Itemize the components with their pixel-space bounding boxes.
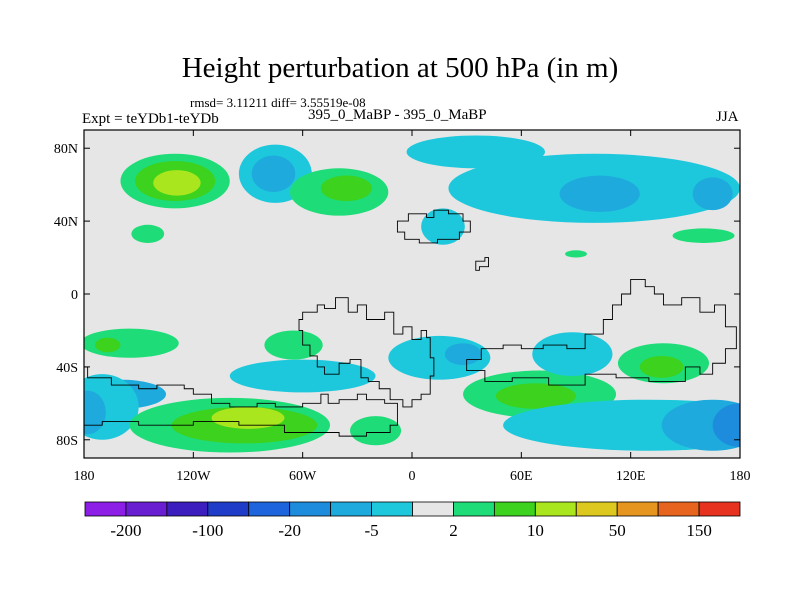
colorbar-label: 50: [609, 521, 626, 540]
y-tick-label: 0: [71, 288, 78, 303]
contour-region-positive: [495, 383, 576, 409]
contour-region-positive: [264, 330, 323, 360]
colorbar-swatch: [575, 501, 618, 517]
colorbar-label: -5: [364, 521, 378, 540]
colorbar-swatch: [289, 501, 332, 517]
contour-region-negative: [532, 332, 613, 376]
x-tick-label: 120E: [616, 469, 646, 484]
x-tick-label: 60E: [510, 469, 533, 484]
contour-region-positive: [350, 416, 402, 446]
colorbar-swatch: [330, 501, 372, 517]
colorbar-swatch: [616, 501, 659, 517]
contour-region-negative: [444, 343, 482, 366]
colorbar-swatch: [248, 501, 291, 517]
contour-region-negative: [559, 175, 640, 212]
colorbar-label: 150: [686, 521, 712, 540]
colorbar-swatch: [412, 501, 454, 517]
y-tick-label: 80N: [54, 142, 78, 157]
colorbar-swatch: [166, 501, 209, 517]
y-tick-label: 40N: [54, 215, 78, 230]
colorbar-label: 10: [527, 521, 544, 540]
x-tick-label: 180: [74, 469, 95, 484]
y-tick-label: 80S: [56, 434, 78, 449]
contour-region-positive: [320, 175, 372, 202]
run-comparison-label: 395_0_MaBP - 395_0_MaBP: [308, 107, 487, 123]
contour-region-negative: [251, 155, 296, 192]
colorbar-label: -200: [110, 521, 141, 540]
coastline-landmass-central: [298, 297, 435, 408]
x-tick-label: 0: [409, 469, 416, 484]
x-tick-label: 120W: [176, 469, 211, 484]
coastline-layer: [84, 209, 737, 437]
contour-region-negative: [84, 390, 106, 435]
colorbar-swatch: [698, 501, 741, 517]
contour-region-positive: [84, 328, 179, 358]
coastline-landmass-east: [466, 278, 737, 386]
contour-fill-layer: [84, 135, 740, 453]
rmsd-diff-text: rmsd= 3.11211 diff= 3.55519e-08: [190, 95, 366, 110]
contour-region-positive: [211, 406, 285, 429]
contour-region-positive: [639, 355, 684, 378]
chart-title: Height perturbation at 500 hPa (in m): [181, 52, 619, 84]
colorbar-swatch: [453, 501, 495, 517]
coastline-island-small: [475, 257, 489, 271]
colorbar-label: -20: [278, 521, 301, 540]
coastline-island-north: [396, 209, 471, 244]
colorbar-swatch: [207, 501, 250, 517]
experiment-label: Expt = teYDb1-teYDb: [82, 111, 219, 127]
x-tick-label: 180: [730, 469, 751, 484]
y-axis: 80N 40N 0 40S 80S: [54, 142, 740, 449]
contour-region-positive: [672, 228, 735, 243]
colorbar-label: 2: [449, 521, 458, 540]
colorbar-swatch: [657, 501, 700, 517]
contour-region-positive: [131, 224, 165, 243]
x-tick-label: 60W: [289, 469, 317, 484]
contour-region-negative: [692, 177, 733, 211]
contour-region-negative: [229, 359, 376, 393]
colorbar-swatch: [84, 501, 127, 517]
season-label: JJA: [716, 109, 739, 125]
contour-region-positive: [94, 337, 121, 353]
colorbar-swatch: [371, 501, 413, 517]
x-axis: 180 120W 60W 0 60E 120E 180: [74, 130, 751, 484]
colorbar-swatch: [534, 501, 577, 517]
colorbar: -200 -100 -20 -5 2 10 50 150: [84, 501, 741, 540]
coastline-landmass-west: [84, 366, 398, 437]
colorbar-label: -100: [192, 521, 223, 540]
y-tick-label: 40S: [56, 361, 78, 376]
contour-region-positive: [153, 170, 201, 196]
contour-region-negative: [712, 403, 740, 448]
colorbar-swatch: [125, 501, 168, 517]
contour-region-negative: [503, 399, 740, 451]
colorbar-swatch: [493, 501, 536, 517]
contour-region-positive: [565, 250, 587, 258]
